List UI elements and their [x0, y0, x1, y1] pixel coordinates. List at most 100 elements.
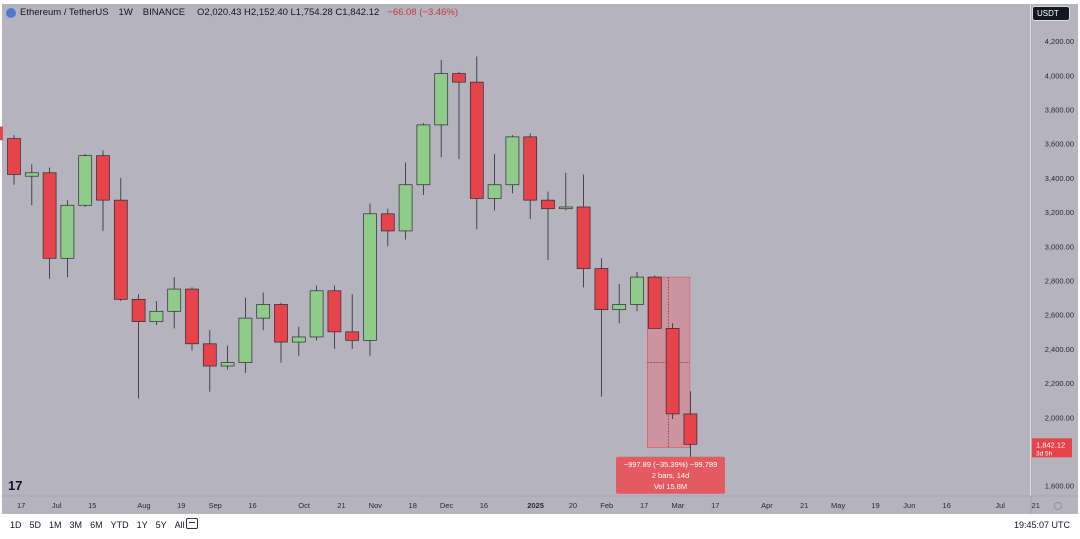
measure-label: −997.89 (−35.39%) −99,789 2 bars, 14d Vol …: [616, 456, 725, 494]
candle[interactable]: [202, 330, 217, 392]
candle[interactable]: [665, 323, 680, 420]
candle[interactable]: [630, 271, 644, 312]
range-all[interactable]: All: [174, 520, 185, 530]
y-tick-label: 3,200.00: [1045, 208, 1074, 217]
currency-button[interactable]: USDT: [1032, 6, 1070, 21]
candle[interactable]: [434, 59, 449, 158]
candle[interactable]: [683, 391, 698, 460]
tradingview-logo-icon[interactable]: 17: [8, 478, 23, 493]
range-1y[interactable]: 1Y: [136, 520, 148, 530]
range-6m[interactable]: 6M: [90, 520, 103, 530]
candle-body: [185, 288, 199, 345]
candle[interactable]: [78, 153, 93, 207]
range-1d[interactable]: 1D: [10, 520, 22, 530]
candle[interactable]: [24, 164, 39, 206]
x-tick-label: 2025: [527, 501, 544, 510]
candle[interactable]: [647, 275, 662, 329]
timeframe-label[interactable]: 1W: [118, 7, 133, 18]
candle[interactable]: [113, 177, 128, 302]
candle[interactable]: [238, 297, 253, 373]
candle-body: [167, 288, 182, 312]
candle[interactable]: [96, 150, 110, 231]
settings-gear-icon[interactable]: [1054, 502, 1062, 510]
candle[interactable]: [541, 191, 555, 260]
range-5y[interactable]: 5Y: [155, 520, 167, 530]
candle-body: [42, 172, 57, 259]
candle[interactable]: [452, 71, 466, 160]
x-tick-label: 20: [569, 501, 577, 510]
candle[interactable]: [380, 208, 395, 247]
candle-body: [238, 317, 253, 363]
range-3m[interactable]: 3M: [69, 520, 83, 530]
price-axis[interactable]: [1031, 4, 1078, 496]
plot-background[interactable]: [2, 4, 1030, 496]
candle-body: [647, 276, 662, 329]
candle[interactable]: [167, 277, 182, 329]
last-price-tag[interactable]: [1032, 438, 1072, 458]
x-tick-label: 18: [409, 501, 417, 510]
candle[interactable]: [256, 292, 271, 331]
candle-body: [256, 304, 271, 319]
utc-clock[interactable]: 19:45:07 UTC: [1013, 520, 1070, 530]
candle-body: [7, 138, 21, 175]
x-tick-label: Aug: [137, 501, 150, 510]
x-tick-label: Oct: [298, 501, 311, 510]
candle[interactable]: [131, 294, 146, 399]
x-tick-label: Apr: [761, 501, 773, 510]
candle[interactable]: [309, 285, 324, 341]
candle[interactable]: [576, 174, 591, 288]
range-selector: 1D 5D 1M 3M 6M YTD 1Y 5Y All: [10, 520, 185, 530]
candle[interactable]: [149, 301, 164, 325]
symbol-name[interactable]: Ethereum / TetherUS: [20, 7, 109, 18]
candle[interactable]: [185, 287, 199, 351]
candle[interactable]: [327, 285, 342, 349]
candle-body: [523, 136, 538, 201]
candle[interactable]: [398, 162, 413, 240]
candle[interactable]: [274, 302, 288, 363]
y-tick-label: 3,400.00: [1045, 174, 1074, 183]
x-tick-label: 16: [480, 501, 488, 510]
x-tick-label: Jun: [903, 501, 915, 510]
candle-body: [113, 199, 128, 300]
candle[interactable]: [416, 123, 431, 196]
range-ytd[interactable]: YTD: [110, 520, 129, 530]
measure-label-line2: 2 bars, 14d: [652, 471, 690, 480]
candle[interactable]: [505, 135, 520, 194]
x-tick-label: 16: [248, 501, 256, 510]
x-tick-label: 21: [800, 501, 808, 510]
candle[interactable]: [60, 200, 75, 278]
x-tick-label: Dec: [440, 501, 454, 510]
time-axis[interactable]: [2, 496, 1078, 514]
y-tick-label: 3,600.00: [1045, 140, 1074, 149]
candle[interactable]: [363, 203, 377, 356]
go-to-date-icon[interactable]: [186, 518, 198, 529]
candle-body: [274, 304, 288, 343]
candle[interactable]: [469, 56, 484, 230]
candle[interactable]: [345, 294, 360, 349]
candle[interactable]: [220, 345, 235, 370]
candle[interactable]: [291, 326, 306, 356]
x-tick-label: 15: [88, 501, 96, 510]
candle[interactable]: [558, 172, 573, 211]
candle[interactable]: [594, 258, 609, 397]
exchange-label: BINANCE: [142, 7, 186, 18]
x-tick-label: May: [831, 501, 845, 510]
range-5d[interactable]: 5D: [29, 520, 42, 530]
range-1m[interactable]: 1M: [49, 520, 62, 530]
candle-body: [220, 362, 235, 367]
x-tick-label: Feb: [600, 501, 613, 510]
x-tick-label: Nov: [369, 501, 383, 510]
candle[interactable]: [487, 153, 502, 211]
x-tick-label: 19: [871, 501, 879, 510]
candle[interactable]: [612, 283, 627, 324]
candle-body: [202, 343, 217, 367]
x-tick-label: Jul: [995, 501, 1005, 510]
candle-body: [576, 206, 591, 269]
x-tick-label: Sep: [208, 501, 221, 510]
candle[interactable]: [7, 135, 21, 185]
candle[interactable]: [42, 167, 57, 279]
candle[interactable]: [523, 133, 538, 219]
y-tick-label: 2,600.00: [1045, 311, 1074, 320]
